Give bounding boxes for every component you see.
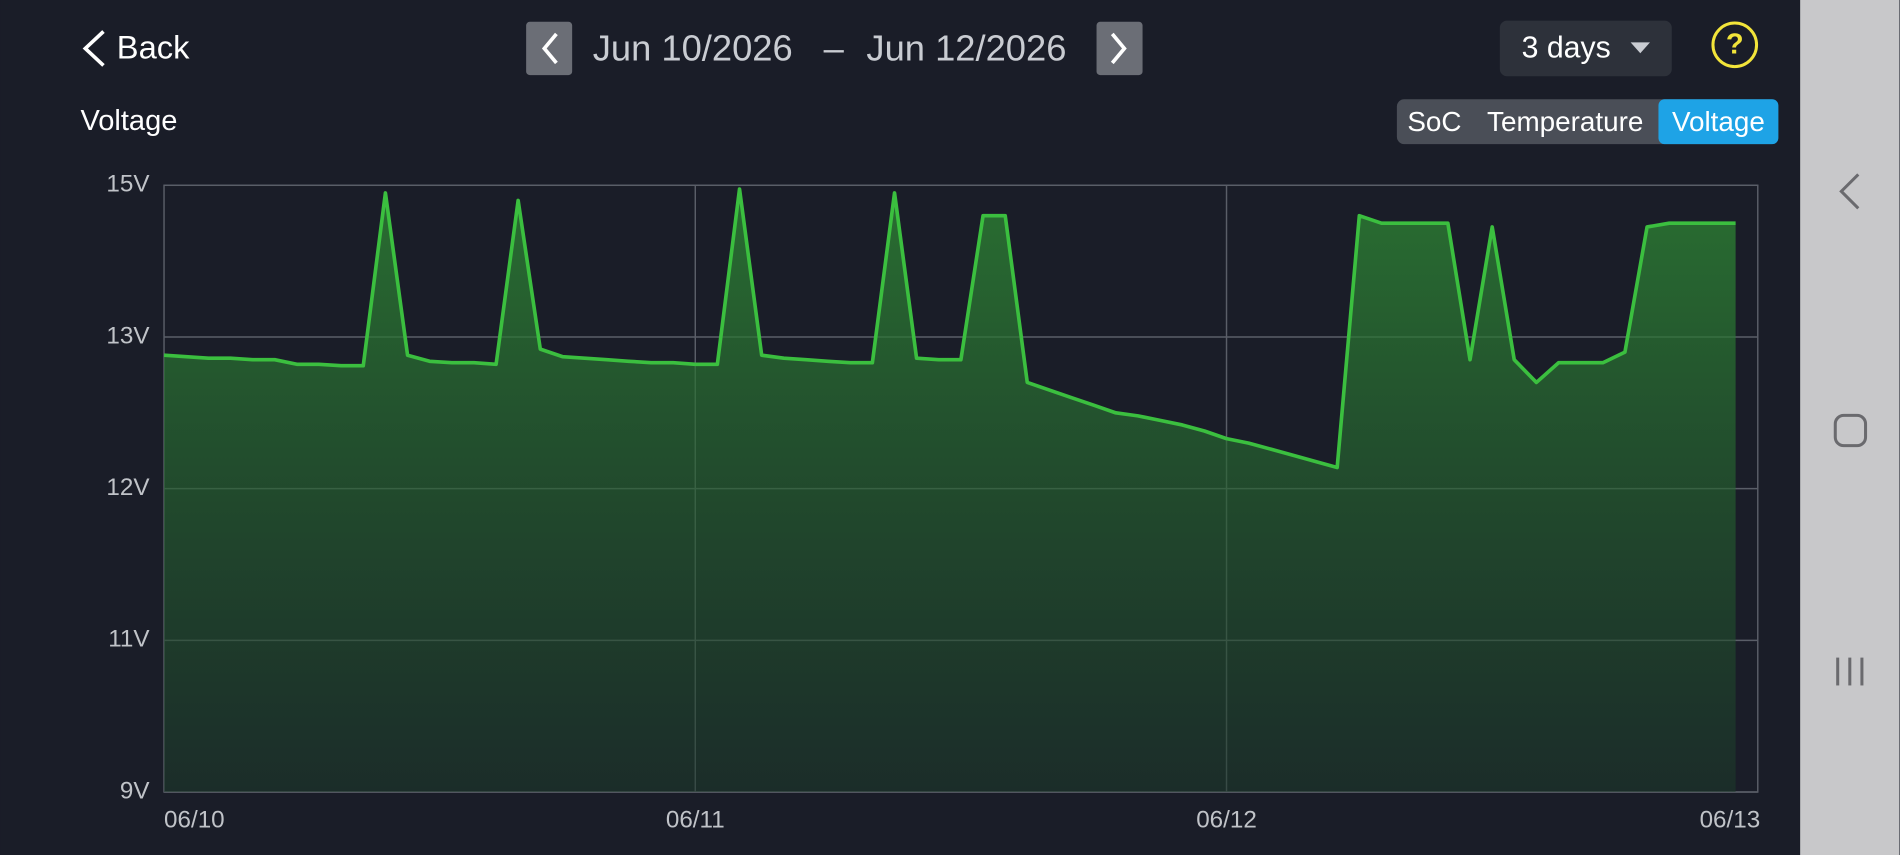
y-tick-label: 9V	[120, 777, 150, 804]
nav-home[interactable]	[1833, 413, 1868, 448]
x-tick-label: 06/12	[1196, 806, 1257, 833]
x-tick-label: 06/11	[666, 806, 725, 833]
chart-title: Voltage	[80, 105, 177, 137]
tab-active-bg	[1658, 99, 1779, 145]
date-end: Jun 12/2026	[866, 27, 1066, 68]
help-icon[interactable]: ?	[1726, 29, 1744, 61]
nav-bar	[1800, 0, 1900, 855]
prev-date-button[interactable]	[526, 21, 573, 76]
range-label[interactable]: 3 days	[1522, 32, 1611, 65]
nav-recents[interactable]	[1836, 657, 1864, 686]
y-tick-label: 12V	[106, 474, 150, 501]
range-dropdown[interactable]: 3 days	[1499, 20, 1672, 77]
series-line	[163, 187, 1736, 470]
area-fill	[164, 189, 1736, 793]
back-label[interactable]: Back	[117, 28, 190, 65]
date-start: Jun 10/2026	[593, 27, 793, 68]
next-date-button[interactable]	[1096, 21, 1143, 76]
date-separator: –	[824, 27, 845, 68]
x-tick-label: 06/10	[164, 806, 225, 833]
tab[interactable]: Voltage	[1672, 106, 1765, 137]
tab[interactable]: Temperature	[1487, 106, 1643, 137]
back-button[interactable]: Back	[82, 28, 190, 67]
x-tick-label: 06/13	[1700, 806, 1761, 833]
y-tick-label: 13V	[106, 322, 150, 349]
nav-back[interactable]	[1839, 173, 1860, 210]
tab[interactable]: SoC	[1407, 106, 1461, 137]
help-button[interactable]: ?	[1711, 21, 1759, 69]
y-tick-label: 15V	[106, 171, 150, 198]
y-tick-label: 11V	[108, 626, 150, 653]
